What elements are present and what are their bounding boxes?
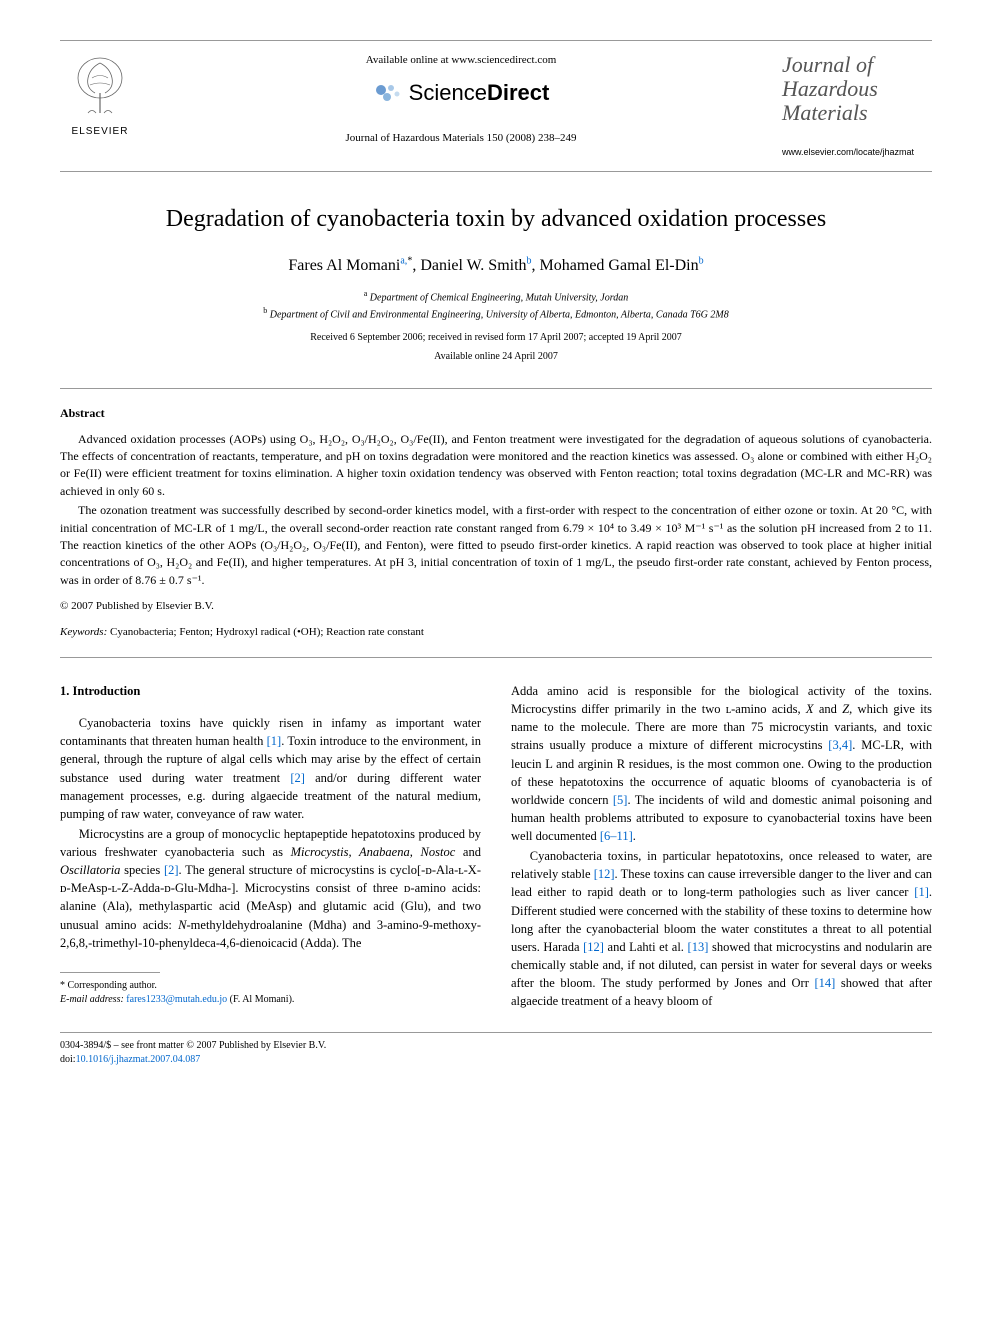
journal-url: www.elsevier.com/locate/jhazmat — [782, 146, 932, 159]
intro-p2-ital2: Oscillatoria — [60, 863, 120, 877]
elsevier-label: ELSEVIER — [72, 125, 129, 140]
footnote-corresponding: * Corresponding author. — [60, 979, 481, 993]
intro-p2-ital3: N — [178, 918, 186, 932]
right-p1-b: and — [814, 702, 843, 716]
intro-p2: Microcystins are a group of monocyclic h… — [60, 825, 481, 952]
right-p2-d: and Lahti et al. — [604, 940, 688, 954]
ref-13[interactable]: [13] — [688, 940, 709, 954]
header-row: ELSEVIER Available online at www.science… — [60, 40, 932, 172]
affiliation-b: b Department of Civil and Environmental … — [60, 305, 932, 323]
footer-issn: 0304-3894/$ – see front matter © 2007 Pu… — [60, 1039, 932, 1053]
article-dates-online: Available online 24 April 2007 — [60, 350, 932, 365]
ref-34[interactable]: [3,4] — [828, 738, 852, 752]
footnote-email-link[interactable]: fares1233@mutah.edu.jo — [124, 994, 227, 1005]
journal-name-line1: Journal of — [782, 53, 932, 77]
copyright: © 2007 Published by Elsevier B.V. — [60, 599, 932, 615]
divider-top — [60, 388, 932, 389]
footnote-corresponding-text: Corresponding author. — [65, 980, 157, 991]
sciencedirect-text: ScienceDirect — [409, 77, 550, 109]
sciencedirect-icon — [373, 82, 403, 104]
abstract-heading: Abstract — [60, 405, 932, 422]
author-3-aff: b — [699, 256, 704, 267]
header-center: Available online at www.sciencedirect.co… — [140, 53, 782, 147]
ref-12[interactable]: [12] — [594, 867, 615, 881]
sciencedirect-logo: ScienceDirect — [373, 77, 550, 109]
footer-doi: doi:10.1016/j.jhazmat.2007.04.087 — [60, 1053, 932, 1067]
footer-doi-link[interactable]: 10.1016/j.jhazmat.2007.04.087 — [76, 1054, 201, 1065]
footer-separator — [60, 1032, 932, 1033]
footnote-block: * Corresponding author. E-mail address: … — [60, 979, 481, 1007]
abstract-p2: The ozonation treatment was successfully… — [60, 502, 932, 589]
intro-p2-ital1: Microcystis, Anabaena, Nostoc — [291, 845, 456, 859]
keywords-label: Keywords: — [60, 626, 107, 638]
ref-2b[interactable]: [2] — [164, 863, 179, 877]
journal-logo-block: Journal of Hazardous Materials www.elsev… — [782, 53, 932, 159]
affiliation-a: a Department of Chemical Engineering, Mu… — [60, 288, 932, 306]
right-p2: Cyanobacteria toxins, in particular hepa… — [511, 847, 932, 1010]
article-title: Degradation of cyanobacteria toxin by ad… — [60, 202, 932, 237]
left-column: 1. Introduction Cyanobacteria toxins hav… — [60, 682, 481, 1012]
ref-6-11[interactable]: [6–11] — [600, 829, 633, 843]
ref-2[interactable]: [2] — [290, 771, 305, 785]
available-online-text: Available online at www.sciencedirect.co… — [160, 53, 762, 69]
affiliations: a Department of Chemical Engineering, Mu… — [60, 288, 932, 324]
author-2: , Daniel W. Smith — [412, 257, 526, 274]
footnote-email-label: E-mail address: — [60, 994, 124, 1005]
journal-reference: Journal of Hazardous Materials 150 (2008… — [160, 131, 762, 147]
ref-1b[interactable]: [1] — [914, 885, 929, 899]
affiliation-b-text: Department of Civil and Environmental En… — [267, 310, 728, 321]
author-3: , Mohamed Gamal El-Din — [532, 257, 699, 274]
keywords-line: Keywords: Cyanobacteria; Fenton; Hydroxy… — [60, 625, 932, 641]
footnote-email: E-mail address: fares1233@mutah.edu.jo (… — [60, 993, 481, 1007]
sd-science: Science — [409, 80, 487, 105]
footnote-email-author: (F. Al Momani). — [227, 994, 294, 1005]
elsevier-tree-icon — [70, 53, 130, 123]
author-1: Fares Al Momani — [288, 257, 400, 274]
ref-1[interactable]: [1] — [267, 734, 282, 748]
elsevier-logo: ELSEVIER — [60, 53, 140, 140]
article-dates: Received 6 September 2006; received in r… — [60, 331, 932, 346]
divider-bottom — [60, 657, 932, 658]
intro-p1: Cyanobacteria toxins have quickly risen … — [60, 714, 481, 823]
authors-line: Fares Al Momania,*, Daniel W. Smithb, Mo… — [60, 254, 932, 277]
ref-14[interactable]: [14] — [814, 976, 835, 990]
footnote-separator — [60, 972, 160, 973]
intro-p2-c: species — [120, 863, 164, 877]
section-1-heading: 1. Introduction — [60, 682, 481, 700]
body-columns: 1. Introduction Cyanobacteria toxins hav… — [60, 682, 932, 1012]
right-p1-f: . — [633, 829, 636, 843]
footer-block: 0304-3894/$ – see front matter © 2007 Pu… — [60, 1039, 932, 1067]
abstract-text: Advanced oxidation processes (AOPs) usin… — [60, 431, 932, 590]
journal-name-line2: Hazardous — [782, 77, 932, 101]
intro-p2-b: and — [455, 845, 481, 859]
ref-12b[interactable]: [12] — [583, 940, 604, 954]
right-column: Adda amino acid is responsible for the b… — [511, 682, 932, 1012]
abstract-p1: Advanced oxidation processes (AOPs) usin… — [60, 431, 932, 501]
right-p1-ital1: X — [806, 702, 814, 716]
keywords-text: Cyanobacteria; Fenton; Hydroxyl radical … — [107, 626, 424, 638]
journal-title-logo: Journal of Hazardous Materials — [782, 53, 932, 126]
ref-5[interactable]: [5] — [613, 793, 628, 807]
affiliation-a-text: Department of Chemical Engineering, Muta… — [367, 292, 628, 303]
footer-doi-label: doi: — [60, 1054, 76, 1065]
journal-name-line3: Materials — [782, 101, 932, 125]
right-p1: Adda amino acid is responsible for the b… — [511, 682, 932, 845]
sd-direct: Direct — [487, 80, 549, 105]
